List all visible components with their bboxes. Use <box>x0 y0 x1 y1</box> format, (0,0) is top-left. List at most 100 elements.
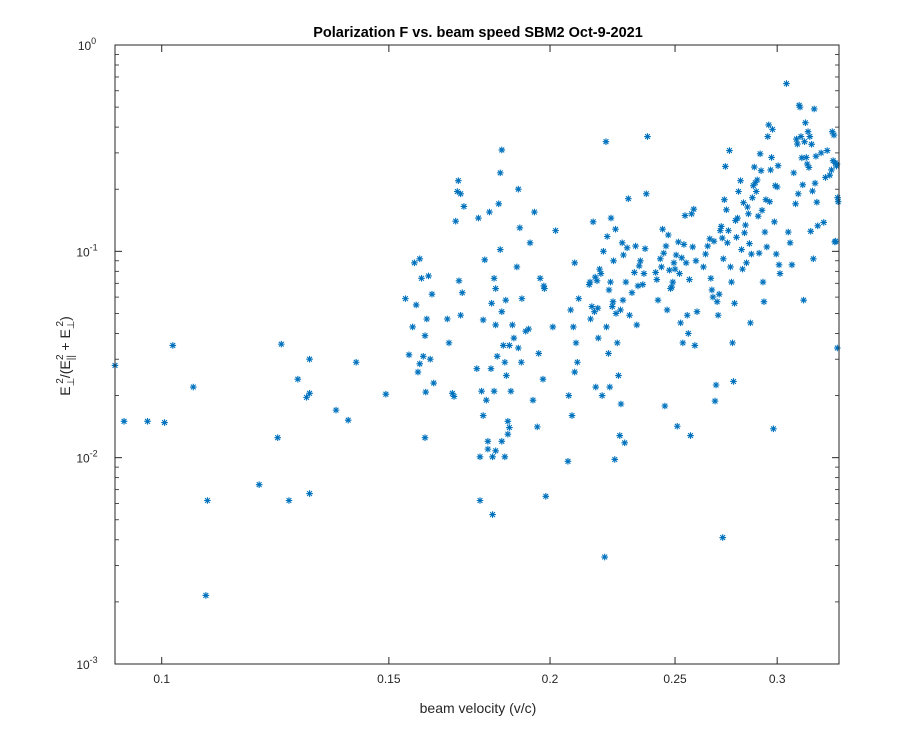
data-point <box>656 255 664 263</box>
data-point <box>517 358 525 366</box>
data-point <box>617 400 625 408</box>
data-point <box>709 293 717 301</box>
data-point <box>728 278 735 286</box>
data-point <box>623 244 631 252</box>
data-point <box>786 239 794 247</box>
data-point <box>692 257 700 265</box>
data-point <box>809 187 816 195</box>
data-point <box>740 199 747 207</box>
data-point <box>608 303 616 310</box>
data-point <box>800 296 807 304</box>
data-point <box>727 263 734 271</box>
data-point <box>832 237 839 245</box>
data-point <box>294 375 302 383</box>
data-point <box>750 182 757 190</box>
data-point <box>768 154 775 161</box>
data-point <box>495 200 503 208</box>
data-point <box>504 418 512 425</box>
data-point <box>585 281 593 288</box>
data-point <box>659 225 666 233</box>
data-point <box>834 194 841 201</box>
data-point <box>504 430 512 438</box>
data-point <box>749 194 756 201</box>
data-point <box>737 177 744 184</box>
data-point <box>685 330 692 337</box>
data-point <box>484 445 492 453</box>
data-point <box>591 308 598 315</box>
data-point <box>722 163 729 170</box>
data-point <box>693 308 701 315</box>
data-point <box>476 453 484 461</box>
data-point <box>274 434 281 441</box>
data-point <box>795 102 803 109</box>
y-label-sup2: 2 <box>55 354 66 360</box>
data-point <box>421 332 429 340</box>
data-point <box>828 166 835 174</box>
data-point <box>498 438 506 445</box>
data-point <box>767 166 774 174</box>
y-label-e: E <box>57 386 73 395</box>
data-point <box>644 133 651 140</box>
data-point <box>595 334 602 342</box>
data-point <box>668 283 675 291</box>
x-tick-label: 0.3 <box>769 672 786 686</box>
data-point <box>526 239 534 247</box>
data-point <box>741 229 748 237</box>
data-point <box>635 262 643 270</box>
data-point <box>666 266 673 274</box>
data-point <box>382 390 390 398</box>
data-point <box>752 188 760 195</box>
data-point <box>352 358 360 366</box>
data-point <box>748 250 755 258</box>
data-point <box>454 188 461 195</box>
data-point <box>306 355 313 363</box>
data-point <box>730 378 737 385</box>
data-point <box>601 553 608 561</box>
data-point <box>783 80 790 87</box>
y-tick-label: 10-2 <box>76 449 97 466</box>
data-point <box>501 358 509 366</box>
data-point <box>204 497 211 504</box>
plot-area <box>115 45 839 664</box>
data-point <box>510 334 518 342</box>
y-axis-ticks: 10-3 10-2 10-1 100 <box>76 36 839 672</box>
data-point <box>758 207 766 214</box>
data-point <box>830 131 838 139</box>
x-axis-label: beam velocity (v/c) <box>420 700 537 716</box>
data-point <box>664 231 672 239</box>
data-point <box>742 221 749 229</box>
data-point <box>745 210 752 218</box>
data-point <box>411 259 418 267</box>
data-point <box>746 240 753 247</box>
data-point <box>793 135 800 143</box>
data-point <box>747 319 754 327</box>
data-point <box>509 321 516 329</box>
data-point <box>706 235 714 243</box>
data-point <box>481 256 489 264</box>
data-point <box>804 128 812 136</box>
data-point <box>640 270 648 277</box>
data-point <box>719 534 727 541</box>
data-point <box>507 387 515 395</box>
data-point <box>603 323 610 331</box>
data-point <box>798 154 806 162</box>
data-point <box>506 424 513 431</box>
data-point <box>788 261 796 269</box>
data-point <box>678 254 686 262</box>
y-tick-label: 10-3 <box>76 655 97 672</box>
data-point <box>513 263 521 271</box>
data-point <box>611 456 619 463</box>
data-point <box>634 282 642 290</box>
plot-frame <box>114 44 840 665</box>
data-point <box>492 321 499 329</box>
data-point <box>506 342 513 349</box>
data-point <box>755 249 763 257</box>
data-point <box>715 290 723 298</box>
data-point <box>605 286 613 294</box>
data-point <box>593 277 601 285</box>
data-point <box>409 323 416 331</box>
data-point <box>675 238 682 246</box>
data-point <box>794 140 801 148</box>
y-label-close: ) <box>57 316 73 321</box>
data-point <box>794 190 802 198</box>
